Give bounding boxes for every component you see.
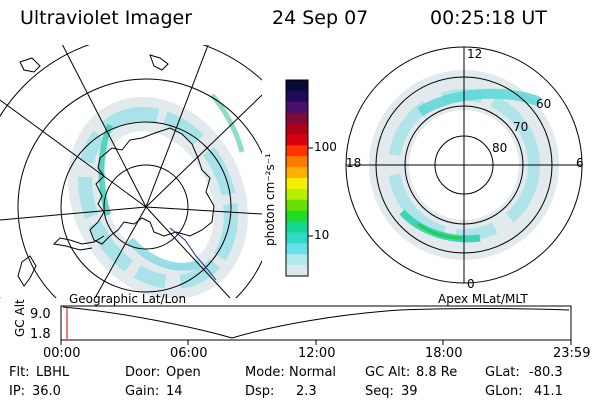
status-gain-value: 14 [166,384,183,399]
colorbar [286,80,308,277]
status-seq-label: Seq: [365,384,394,399]
colorbar-swatch [286,101,308,114]
status-door-value: Open [166,365,201,380]
status-gain-label: Gain: [125,384,160,399]
colorbar-swatch [286,199,308,212]
colorbar-swatch [286,80,308,92]
status-filter-label: Flt: [9,365,30,380]
longitude-grid [0,45,262,298]
colorbar-swatch [286,243,308,255]
mlt-label-dusk: 18 [346,156,362,170]
colorbar-swatch [286,254,308,266]
timeline-xtick: 00:00 [43,346,81,361]
continent-outline-top [19,54,169,73]
colorbar-swatch [286,90,308,103]
mlat-label: 70 [513,120,529,134]
timeline-xtick: 06:00 [170,346,208,361]
status-gcalt-value: 8.8 Re [416,365,458,380]
mlt-label-dawn: 6 [576,156,584,170]
timeline-ylabel: GC Alt [13,299,27,337]
mlat-label: 60 [536,97,552,111]
colorbar-frame [285,79,309,277]
status-glat-label: GLat: [485,365,520,380]
colorbar-swatch [286,210,308,223]
instrument-title: Ultraviolet Imager [20,7,193,29]
status-seq-value: 39 [401,384,418,399]
colorbar-swatch [286,188,308,201]
mlt-label-midnight: 0 [467,277,475,291]
colorbar-swatch [286,112,308,125]
status-dsp-value: 2.3 [296,384,317,399]
colorbar-unit-label: photon cm⁻²s⁻¹ [263,153,277,246]
south-america-outline [17,255,37,287]
timeline-ytick-top: 9.0 [30,307,51,322]
timeline-xtick: 18:00 [425,346,463,361]
mlat-label: 80 [492,141,508,155]
apex-caption: Apex MLat/MLT [438,292,528,306]
colorbar-swatch [286,221,308,234]
mlt-grid [346,47,582,283]
time-label: 00:25:18 UT [430,7,547,29]
colorbar-swatch [286,232,308,244]
status-ip-label: IP: [9,384,26,399]
antarctica-coastline [89,127,215,245]
timeline-frame [60,305,572,341]
geographic-caption: Geographic Lat/Lon [69,292,187,306]
colorbar-tick-label: 10 [314,228,330,242]
colorbar-tick-label: 100 [314,140,337,154]
colorbar-swatch [286,167,308,179]
status-filter-value: LBHL [36,365,70,380]
status-glat-value: -80.3 [529,365,563,380]
timeline-ytick-bottom: 1.8 [30,327,51,342]
colorbar-swatch [286,123,308,136]
status-mode-value: Normal [289,365,337,380]
status-gcalt-label: GC Alt: [365,365,411,380]
coast-overlay [169,227,217,281]
timeline-xtick: 23:59 [553,346,591,361]
aurora-oval-geographic [68,93,248,298]
peninsula-coastline [52,235,105,251]
status-door-label: Door: [125,365,161,380]
geographic-map [0,45,262,298]
status-ip-value: 36.0 [32,384,61,399]
date-label: 24 Sep 07 [272,7,369,29]
timeline-ticks [60,340,572,345]
mlt-label-noon: 12 [467,47,483,61]
colorbar-swatch [286,156,308,168]
status-glon-value: 41.1 [534,384,563,399]
colorbar-swatch [286,145,308,157]
timeline-xtick: 12:00 [298,346,336,361]
status-glon-label: GLon: [485,384,523,399]
colorbar-swatch [286,134,308,146]
latitude-grid [0,45,262,298]
colorbar-swatch [286,265,308,277]
altitude-curve [62,306,570,339]
colorbar-swatch [286,178,308,190]
status-dsp-label: Dsp: [245,384,275,399]
status-mode-label: Mode: [245,365,285,380]
